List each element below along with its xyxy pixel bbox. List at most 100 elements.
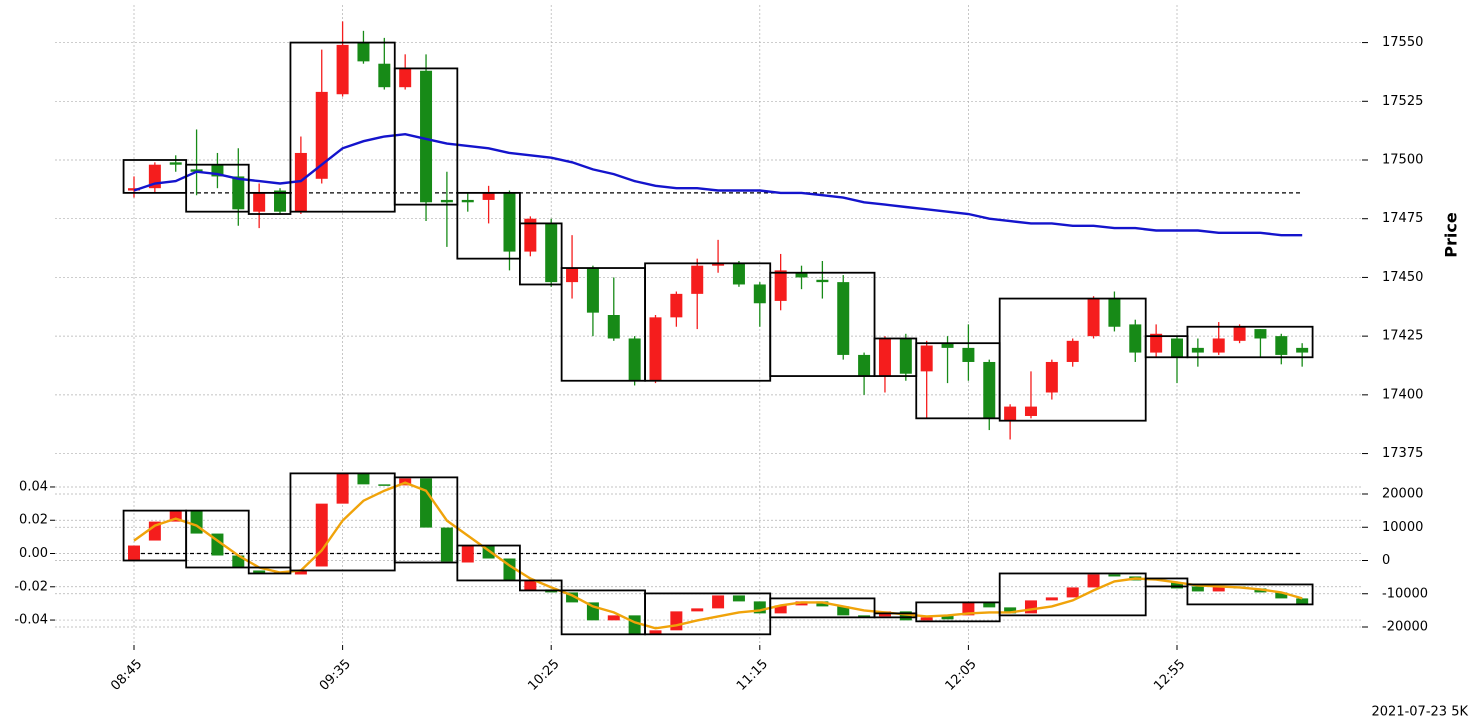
candle-body xyxy=(420,478,433,528)
candle-body xyxy=(691,608,704,612)
candle-body xyxy=(670,293,683,318)
x-tick-label: 12:05 xyxy=(943,657,980,694)
candle-body xyxy=(691,265,704,294)
candle-body xyxy=(503,192,516,252)
candle-body xyxy=(628,338,641,381)
box xyxy=(185,509,250,569)
candle-body xyxy=(169,162,182,165)
line xyxy=(133,481,1303,630)
candle-body xyxy=(670,611,683,631)
candle-body xyxy=(461,545,474,563)
candle-body xyxy=(920,345,933,372)
candle-body xyxy=(232,176,245,210)
candle-body xyxy=(795,272,808,278)
box xyxy=(519,222,563,286)
candle-body xyxy=(1171,582,1183,589)
candle-body xyxy=(128,545,140,561)
candle-body xyxy=(274,190,287,212)
candle-body xyxy=(649,630,662,635)
candle-body xyxy=(524,218,537,252)
y-tick-label: 17375 xyxy=(1382,446,1423,461)
y2-tick-label: 10000 xyxy=(1382,520,1423,535)
candle-body xyxy=(1045,597,1058,601)
box xyxy=(769,597,876,619)
candle-body xyxy=(1150,333,1163,353)
box xyxy=(456,544,521,582)
candle-body xyxy=(837,606,850,616)
candle-body xyxy=(420,70,433,203)
candle-body xyxy=(607,315,620,339)
y-tick-label: 17400 xyxy=(1382,387,1423,402)
candle-body xyxy=(962,347,975,362)
candle-body xyxy=(253,192,266,212)
y-tick-label: 17525 xyxy=(1382,94,1423,109)
box xyxy=(393,476,459,564)
candle-body xyxy=(1171,338,1183,358)
candle-body xyxy=(774,270,787,301)
candle-body xyxy=(1191,586,1204,592)
candle-body xyxy=(1004,406,1017,421)
candle-body xyxy=(732,263,745,285)
candle-body xyxy=(503,558,516,581)
candle-body xyxy=(774,605,787,614)
y-tick-label: 0.00 xyxy=(19,546,48,561)
box xyxy=(185,163,250,213)
x-tick-label: 11:15 xyxy=(734,657,771,694)
x-tick-label: 08:45 xyxy=(108,657,145,694)
candle-body xyxy=(336,473,349,504)
candle-body xyxy=(378,484,391,486)
x-tick-label: 09:35 xyxy=(317,657,354,694)
candle-body xyxy=(1108,574,1121,577)
candle-body xyxy=(1087,298,1100,337)
candle-body xyxy=(190,510,203,534)
y-tick-label: -0.02 xyxy=(14,579,48,594)
box xyxy=(1144,577,1189,588)
candle-body xyxy=(1004,607,1017,614)
candle-body xyxy=(1275,592,1288,599)
candle-body xyxy=(566,268,579,283)
candle-body xyxy=(1087,574,1100,588)
box xyxy=(519,579,563,592)
candle-body xyxy=(399,68,412,88)
candle-body xyxy=(1275,336,1288,355)
x-tick-label: 10:25 xyxy=(525,657,562,694)
candle-body xyxy=(920,617,933,621)
candle-body xyxy=(941,343,954,348)
candle-body xyxy=(941,615,954,620)
candle-body xyxy=(211,164,224,177)
candle-body xyxy=(899,338,912,374)
candle-body xyxy=(732,595,745,602)
y2-tick-label: -20000 xyxy=(1382,620,1428,635)
line xyxy=(133,132,1303,237)
candle-body xyxy=(1045,361,1058,393)
y-tick-label: 17550 xyxy=(1382,35,1423,50)
candle-body xyxy=(440,199,453,203)
candle-body xyxy=(878,338,891,377)
candle-body xyxy=(899,611,912,621)
box xyxy=(393,67,459,206)
candle-body xyxy=(1212,338,1225,353)
candle-body xyxy=(607,615,620,621)
candle-body xyxy=(858,354,871,377)
candle-body xyxy=(1024,600,1037,614)
box xyxy=(769,271,876,377)
box xyxy=(998,297,1147,422)
candle-body xyxy=(1296,598,1309,605)
y-tick-label: 17475 xyxy=(1382,211,1423,226)
y2-tick-label: 20000 xyxy=(1382,487,1423,502)
candle-body xyxy=(649,317,662,381)
y2-tick-label: -10000 xyxy=(1382,586,1428,601)
candle-body xyxy=(545,223,558,283)
candle-body xyxy=(482,192,495,200)
candle-body xyxy=(169,510,182,522)
candle-body xyxy=(753,601,766,614)
candle-body xyxy=(1212,586,1225,592)
candle-body xyxy=(294,570,307,575)
candle-body xyxy=(1296,347,1309,353)
y-tick-label: 0.02 xyxy=(19,513,48,528)
candle-body xyxy=(566,592,579,603)
box xyxy=(998,572,1147,617)
candle-body xyxy=(1108,298,1121,327)
